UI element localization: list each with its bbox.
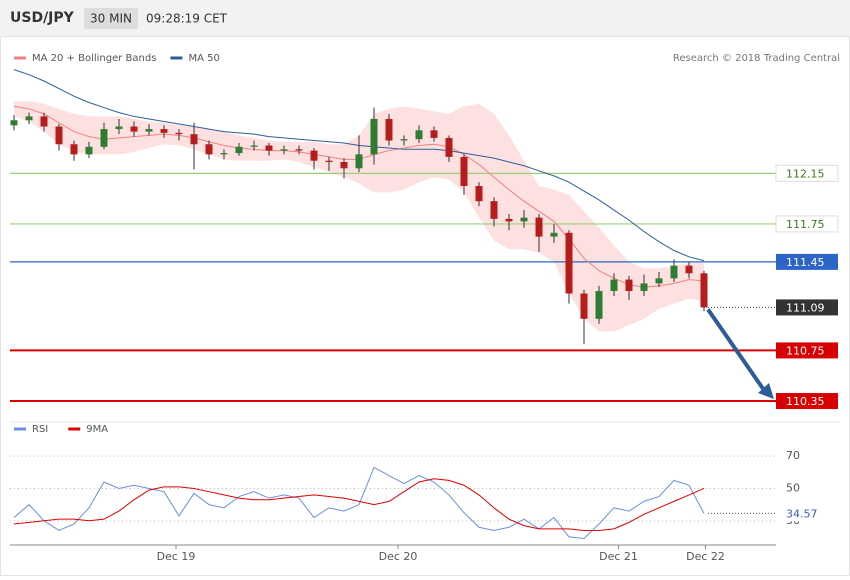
candle-body — [400, 139, 408, 141]
candle-body — [295, 149, 303, 151]
legend-label: MA 20 + Bollinger Bands — [32, 53, 156, 64]
candle-body — [115, 126, 123, 130]
x-tick-label: Dec 22 — [686, 550, 725, 563]
candle-body — [640, 283, 648, 291]
candle-body — [25, 116, 33, 121]
candle-body — [565, 232, 573, 294]
y-tick-label: 70 — [786, 449, 800, 462]
candle-body — [70, 144, 78, 155]
candle-body — [220, 153, 228, 155]
header-bar — [0, 0, 850, 36]
y-tick-label: 50 — [786, 481, 800, 494]
candle-body — [520, 217, 528, 222]
level-label-box — [776, 342, 838, 359]
candle-body — [670, 265, 678, 279]
candle-body — [100, 129, 108, 147]
candle-body — [460, 156, 468, 186]
candle-body — [310, 150, 318, 161]
rsi-line — [13, 478, 705, 531]
last-price-box — [776, 299, 838, 316]
candle-body — [175, 132, 183, 135]
level-label: 111.45 — [786, 256, 825, 269]
candle-body — [145, 129, 153, 132]
level-label: 110.75 — [786, 344, 825, 357]
interval: 30 MIN — [90, 12, 132, 26]
forecast-arrowhead — [758, 383, 774, 400]
x-tick-label: Dec 20 — [379, 550, 418, 563]
credit: Research © 2018 Trading Central — [673, 53, 840, 64]
interval-box — [84, 8, 138, 29]
candle-body — [535, 217, 543, 237]
legend-label: 9MA — [86, 424, 108, 435]
rsi-last-label: 34.57 — [786, 507, 818, 520]
candle-body — [385, 118, 393, 141]
level-label-box — [776, 253, 838, 270]
candle-body — [655, 278, 663, 284]
legend-label: MA 50 — [188, 53, 219, 64]
candle-body — [685, 265, 693, 274]
x-tick-label: Dec 21 — [599, 550, 638, 563]
candle-body — [595, 290, 603, 319]
forecast-arrow — [706, 308, 768, 395]
candle-body — [580, 293, 588, 319]
candle-body — [265, 145, 273, 151]
candle-body — [205, 144, 213, 155]
level-label-box — [775, 164, 839, 182]
candle-body — [55, 126, 63, 145]
rsi-line — [13, 466, 705, 540]
candle-body — [325, 160, 333, 162]
legend-label: RSI — [32, 424, 48, 435]
candle-body — [235, 146, 243, 154]
candle-body — [370, 118, 378, 155]
candle-body — [490, 201, 498, 219]
candle-body — [10, 120, 18, 126]
candle-body — [250, 145, 258, 147]
level-label-box — [776, 393, 838, 410]
level-label: 110.35 — [786, 395, 825, 408]
candle-body — [130, 126, 138, 132]
candle-body — [610, 279, 618, 291]
candle-body — [340, 161, 348, 169]
candle-body — [40, 116, 48, 127]
candle-body — [505, 218, 513, 222]
candle-body — [280, 149, 288, 151]
candle-body — [355, 154, 363, 169]
last-price-label: 111.09 — [786, 301, 825, 314]
candle-body — [550, 232, 558, 237]
time: 09:28:19 CET — [146, 12, 228, 26]
candle-body — [475, 185, 483, 202]
level-label-box — [775, 215, 839, 233]
x-tick-label: Dec 19 — [157, 550, 196, 563]
level-label: 111.75 — [786, 218, 825, 231]
candle-body — [430, 130, 438, 138]
rsi-last-box — [776, 505, 838, 522]
candle-body — [415, 130, 423, 140]
level-label: 112.15 — [786, 167, 825, 180]
candle-body — [190, 134, 198, 145]
candle-body — [85, 146, 93, 155]
candle-body — [445, 137, 453, 157]
candle-body — [160, 129, 168, 133]
symbol: USD/JPY — [10, 10, 75, 26]
candle-body — [625, 279, 633, 291]
candle-body — [700, 273, 708, 308]
